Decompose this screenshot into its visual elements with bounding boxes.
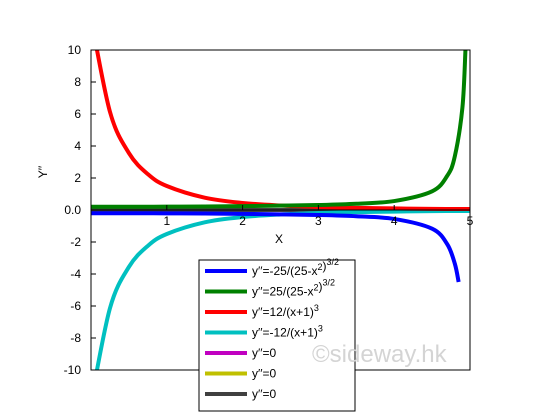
legend-label-part: y′′=0 [252, 367, 277, 381]
x-tick-label: 5 [467, 214, 474, 228]
y-tick-label: -10 [64, 363, 82, 377]
legend-label: y′′=0 [252, 387, 277, 401]
watermark: ©sideway.hk [312, 341, 448, 368]
legend-label-part: y′′=0 [252, 346, 277, 360]
y-tick-label: 0.0 [64, 203, 81, 217]
legend-label-part: ) [319, 280, 323, 294]
series-line-1 [91, 50, 468, 209]
y-tick-label: -2 [70, 235, 81, 249]
legend-label: y′′=-12/(x+1)3 [252, 324, 323, 340]
legend-label: y′′=-25/(25-x2)3/2 [252, 257, 339, 278]
series-line-2 [94, 50, 470, 212]
y-tick-label: 10 [68, 43, 82, 57]
legend-label-part: y′′=12/(x+1) [252, 305, 314, 319]
legend-label-part: y′′=-12/(x+1) [252, 326, 318, 340]
legend-label: y′′=0 [252, 367, 277, 381]
x-tick-label: 3 [315, 214, 322, 228]
legend: y′′=-25/(25-x2)3/2y′′=25/(25-x2)3/2y′′=1… [198, 257, 356, 412]
legend-box [198, 259, 356, 412]
legend-label-part: y′′=-25/(25-x [252, 264, 318, 278]
y-tick-label: 2 [74, 171, 81, 185]
legend-label: y′′=12/(x+1)3 [252, 303, 319, 319]
y-tick-label: 8 [74, 75, 81, 89]
legend-label-part: ) [323, 259, 327, 273]
y-tick-label: -8 [70, 331, 81, 345]
y-tick-label: -6 [70, 299, 81, 313]
legend-label-part: y′′=25/(25-x [252, 285, 314, 299]
x-tick-label: 4 [391, 214, 398, 228]
y-tick-label: 6 [74, 107, 81, 121]
x-tick-label: 1 [163, 214, 170, 228]
legend-label-part: y′′=0 [252, 387, 277, 401]
legend-label-superscript: 3/2 [327, 257, 340, 267]
legend-label: y′′=0 [252, 346, 277, 360]
legend-label-superscript: 3 [318, 324, 323, 334]
legend-label-superscript: 3 [314, 303, 319, 313]
legend-label-superscript: 2 [314, 283, 319, 293]
axes-layer: 1 2 3 4 5 10 8 6 4 2 0.0 -2 -4 -6 -8 -10 [64, 43, 474, 377]
legend-label-superscript: 3/2 [323, 278, 336, 288]
legend-label-superscript: 2 [318, 262, 323, 272]
x-tick-label: 2 [239, 214, 246, 228]
series-line-0 [91, 211, 461, 283]
legend-label: y′′=25/(25-x2)3/2 [252, 278, 335, 299]
series-line-3 [94, 208, 470, 370]
y-tick-label: -4 [70, 267, 81, 281]
y-tick-label: 4 [74, 139, 81, 153]
x-axis-label: X [275, 232, 283, 246]
y-axis-label: Y′′ [36, 165, 50, 178]
